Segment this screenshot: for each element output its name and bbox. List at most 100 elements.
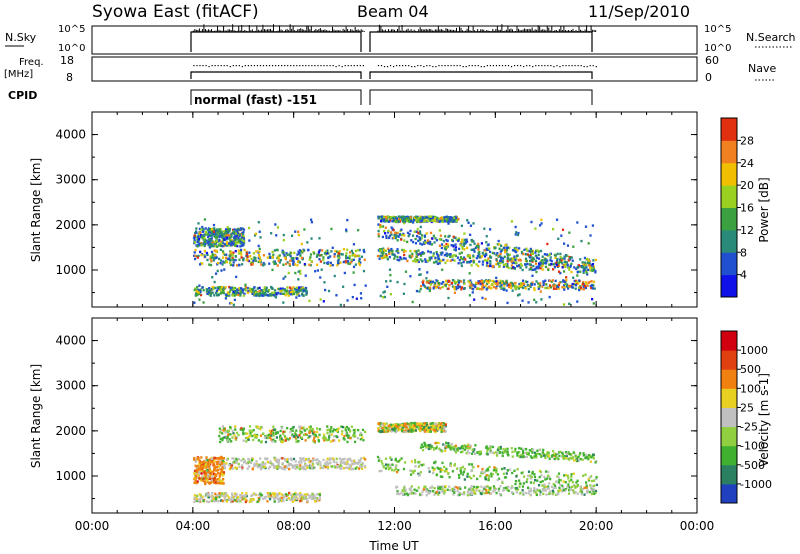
range-cell [393, 234, 396, 237]
range-cell [256, 287, 259, 290]
range-cell [583, 256, 587, 260]
range-cell [193, 494, 196, 497]
range-cell [439, 467, 442, 470]
range-cell [250, 429, 253, 432]
range-cell [498, 477, 501, 480]
range-cell [360, 297, 363, 300]
range-cell [281, 426, 284, 430]
range-cell [592, 280, 596, 283]
range-cell [418, 273, 421, 277]
range-cell [281, 249, 284, 253]
range-cell [586, 261, 590, 264]
range-cell [327, 256, 330, 260]
range-cell [449, 253, 452, 256]
range-cell [530, 267, 533, 270]
range-cell [559, 450, 562, 454]
range-cell [284, 275, 287, 278]
range-cell [256, 433, 259, 437]
range-cell [225, 253, 228, 256]
range-cell [421, 490, 424, 493]
range-cell [519, 491, 522, 495]
range-cell [515, 475, 518, 478]
range-cell [514, 247, 517, 250]
range-cell [566, 254, 569, 258]
range-cell [250, 288, 253, 291]
range-cell [251, 288, 254, 291]
freq-dot [595, 66, 597, 68]
range-cell [570, 453, 573, 456]
range-cell [549, 258, 552, 262]
range-cell [288, 437, 292, 440]
range-cell [449, 259, 452, 263]
range-cell [194, 458, 197, 462]
range-cell [211, 480, 215, 483]
range-cell [235, 494, 238, 498]
range-cell [209, 469, 212, 473]
range-cell [208, 263, 211, 266]
range-cell [544, 478, 547, 481]
range-cell [464, 445, 467, 448]
freq-dot [335, 66, 337, 68]
range-cell [239, 228, 242, 231]
range-cell [234, 249, 237, 253]
range-cell [377, 229, 380, 233]
range-cell [415, 219, 418, 222]
range-cell [520, 264, 523, 267]
range-cell [502, 288, 505, 292]
range-cell [458, 491, 461, 494]
range-cell [228, 285, 231, 289]
range-cell [526, 262, 529, 266]
range-cell [569, 488, 572, 492]
range-cell [536, 479, 539, 482]
range-cell [379, 294, 382, 298]
range-cell [315, 461, 319, 465]
range-cell [501, 248, 504, 251]
range-cell [312, 458, 315, 462]
range-cell [512, 266, 515, 269]
range-cell [532, 481, 535, 485]
range-cell [219, 292, 222, 295]
range-cell [297, 230, 300, 234]
range-cell [297, 233, 300, 237]
range-cell [304, 468, 307, 471]
range-cell [490, 287, 493, 290]
range-cell [594, 477, 598, 480]
range-cell [263, 291, 267, 295]
range-cell [540, 222, 543, 225]
range-cell [402, 257, 406, 260]
range-cell [417, 474, 421, 477]
range-cell [520, 471, 523, 475]
range-cell [317, 460, 321, 463]
freq-dot [296, 65, 298, 67]
range-cell [562, 280, 565, 283]
range-cell [438, 262, 441, 265]
range-cell [447, 280, 451, 283]
range-cell [516, 249, 519, 252]
range-cell [424, 239, 427, 243]
range-cell [591, 269, 594, 273]
range-cell [453, 489, 456, 493]
range-cell [416, 423, 419, 426]
range-cell [288, 491, 291, 495]
range-cell [423, 216, 426, 220]
range-cell [514, 482, 517, 486]
range-cell [210, 478, 213, 482]
range-cell [388, 220, 391, 223]
range-cell [421, 423, 424, 427]
range-cell [453, 463, 457, 466]
range-cell [526, 253, 529, 256]
range-cell [533, 473, 536, 476]
range-cell [503, 284, 506, 287]
range-cell [499, 447, 502, 450]
range-cell [411, 470, 414, 473]
range-cell [417, 231, 420, 234]
range-cell [210, 472, 213, 476]
range-cell [282, 238, 285, 242]
range-cell [224, 293, 228, 296]
range-cell [543, 487, 546, 491]
range-cell [275, 234, 278, 237]
freq-dot [417, 65, 419, 67]
range-cell [563, 255, 566, 258]
range-cell [461, 238, 464, 241]
range-cell [417, 239, 420, 242]
